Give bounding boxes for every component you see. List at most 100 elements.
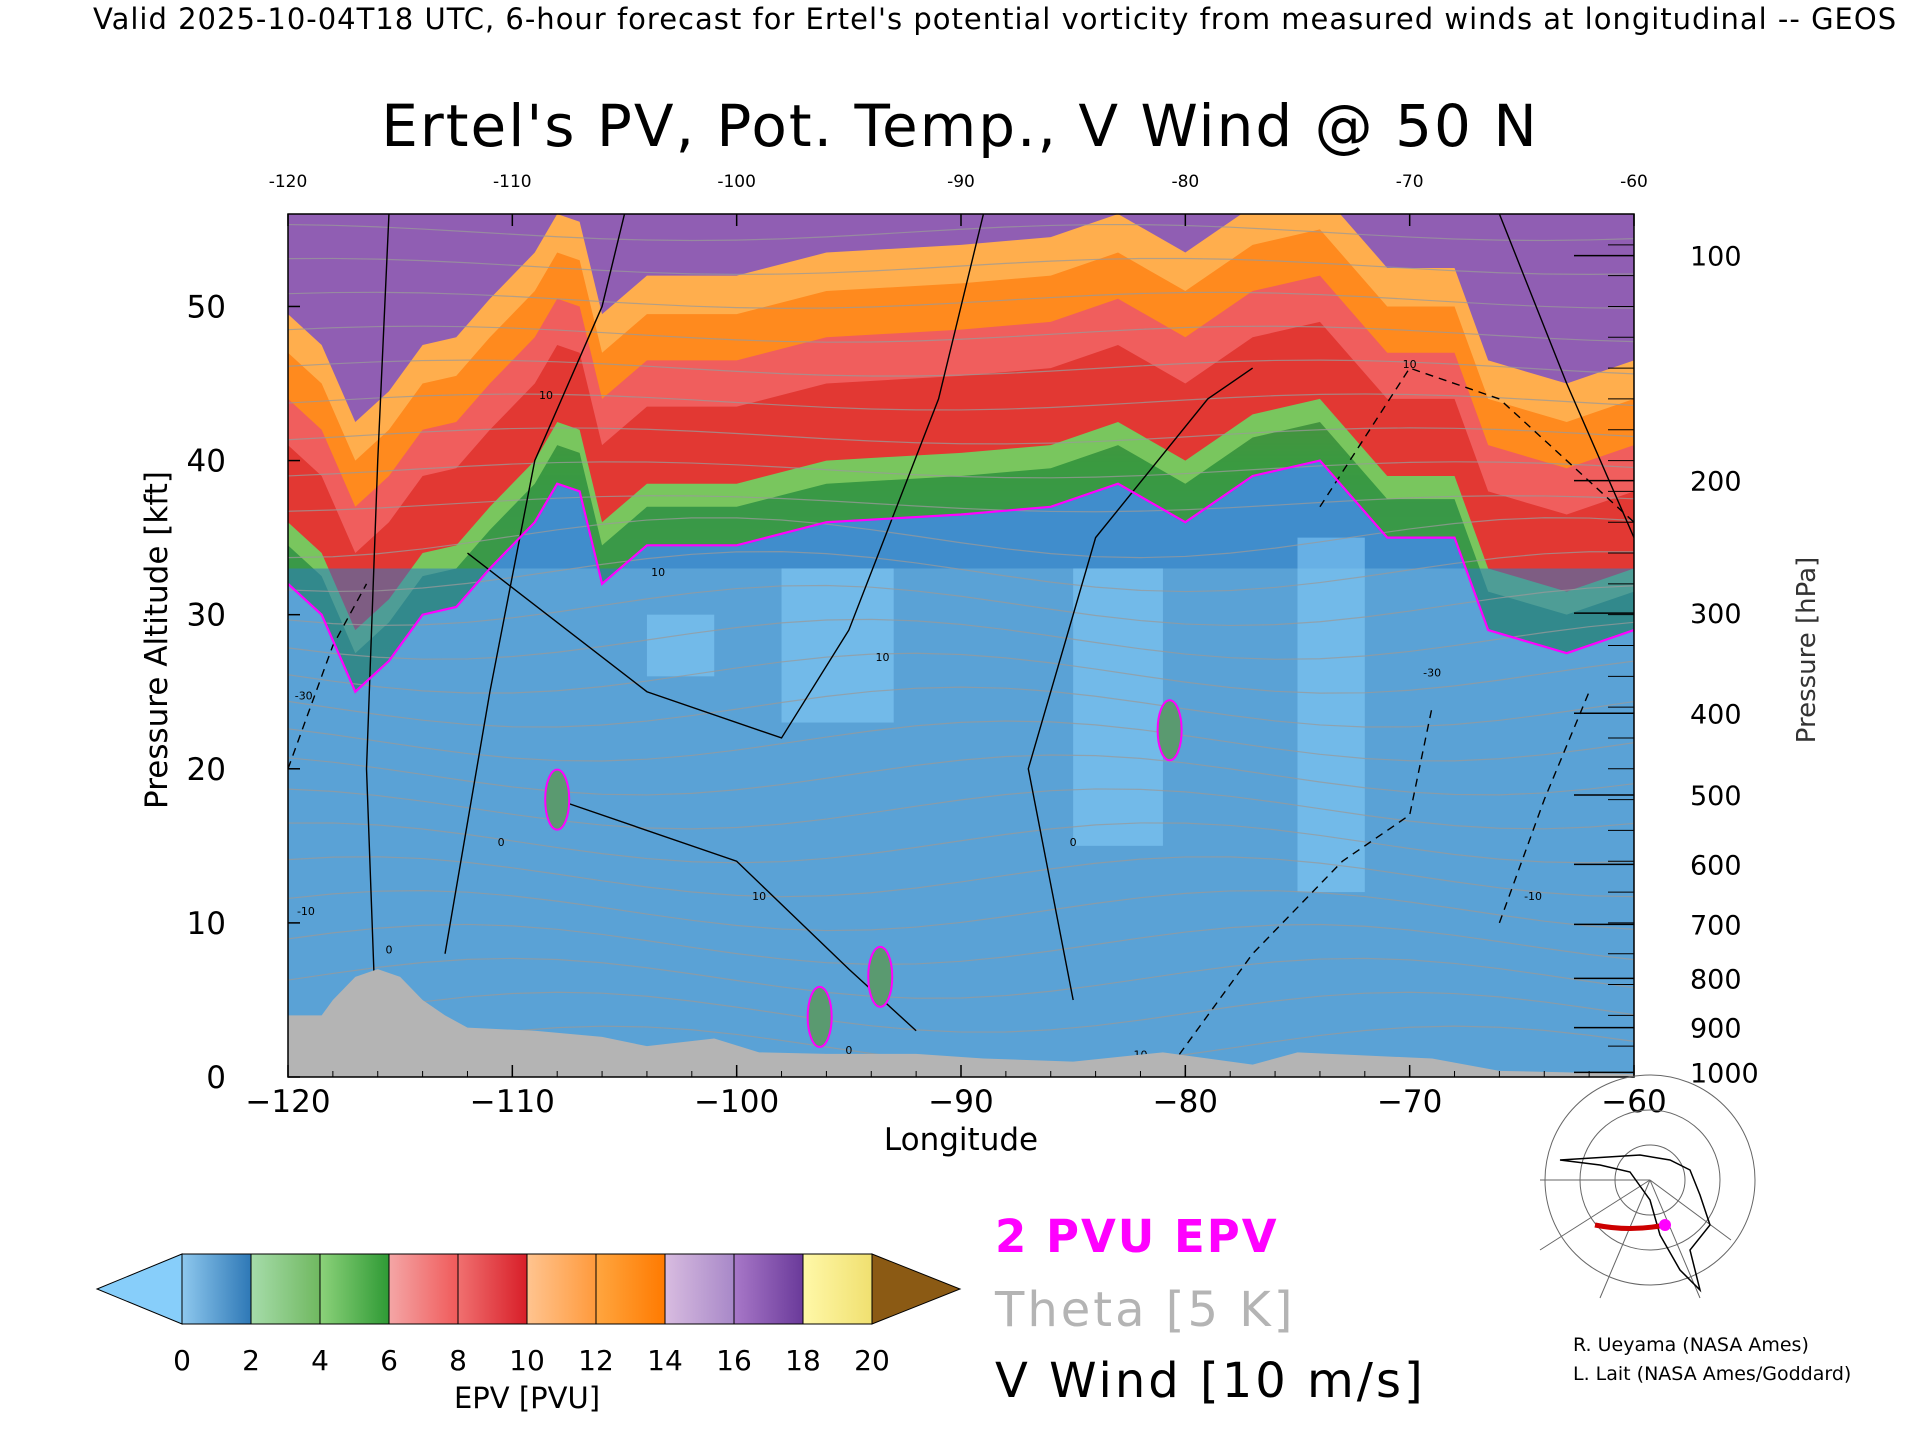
- colorbar-bin: [250, 1253, 321, 1325]
- v-wind-contour-label: 10: [752, 890, 766, 903]
- theta-contour: [288, 223, 1634, 242]
- theta-contour: [288, 686, 1634, 728]
- v-wind-contour-label: 0: [385, 944, 392, 957]
- colorbar-tick-label: 14: [647, 1344, 683, 1377]
- map-track-marker: [1659, 1219, 1671, 1231]
- theta-contour: [288, 957, 1634, 999]
- colorbar-tick-label: 12: [578, 1344, 614, 1377]
- x-tick-label: −120: [245, 1084, 330, 1120]
- x-tick-label: −60: [1601, 1084, 1666, 1120]
- theta-contour: [288, 788, 1634, 830]
- y-right-tick-label: 400: [1690, 699, 1742, 730]
- v-wind-contour-label: -10: [1524, 890, 1542, 903]
- x-tick-label: −70: [1377, 1084, 1442, 1120]
- v-wind-contour-label: 0: [845, 1044, 852, 1057]
- y-right-tick-label: 100: [1690, 242, 1742, 273]
- v-wind-contour-label: 10: [651, 566, 665, 579]
- theta-contour: [288, 720, 1634, 762]
- colorbar-bin: [733, 1253, 804, 1325]
- upper-troposphere-band: [288, 460, 1634, 692]
- v-wind-contour-label: 10: [1403, 358, 1417, 371]
- y-right-tick-label: 200: [1690, 467, 1742, 498]
- theta-contour: [288, 822, 1634, 864]
- map-meridian: [1649, 1179, 1701, 1299]
- y-right-tick-label: 1000: [1690, 1058, 1759, 1089]
- v-wind-contour-label: 0: [498, 836, 505, 849]
- colorbar-bin: [595, 1253, 666, 1325]
- theta-contour: [288, 584, 1634, 627]
- theta-contour: [288, 461, 1634, 479]
- theta-contour: [288, 618, 1634, 660]
- v-wind-contour-label: 10: [875, 651, 889, 664]
- x-tick-label: −100: [694, 1084, 779, 1120]
- y-tick-label: 30: [187, 598, 226, 634]
- colorbar-tick-label: 10: [509, 1344, 545, 1377]
- theta-contour: [288, 291, 1634, 309]
- y-right-tick-label: 800: [1690, 964, 1742, 995]
- pv-2pvu-blob: [1156, 699, 1183, 762]
- v-wind-contour-label: -30: [295, 689, 313, 702]
- v-wind-contour-label: -10: [297, 905, 315, 918]
- x-tick-label-top: -80: [1171, 172, 1199, 192]
- map-meridian: [1649, 1179, 1732, 1241]
- colorbar-bin: [457, 1253, 528, 1325]
- v-wind-contour: [1498, 214, 1634, 538]
- theta-contour: [288, 991, 1634, 1033]
- colorbar-bin: [802, 1253, 873, 1325]
- map-meridian: [1539, 1179, 1651, 1251]
- x-tick-label-top: -120: [269, 172, 308, 192]
- low-pv-patch: [1073, 568, 1163, 846]
- pv-2pvu-blob: [544, 768, 571, 831]
- x-tick-label-top: -90: [947, 172, 975, 192]
- v-wind-contour: [467, 214, 985, 739]
- y-right-tick-label: 900: [1690, 1014, 1742, 1045]
- colorbar-tick-label: 4: [311, 1344, 329, 1377]
- v-wind-contour-label: 10: [539, 389, 553, 402]
- colorbar-over-arrow: [871, 1253, 962, 1325]
- v-wind-contour: [365, 214, 390, 1077]
- credit-line-2: L. Lait (NASA Ames/Goddard): [1573, 1363, 1852, 1385]
- low-pv-patch: [781, 568, 894, 723]
- pv-2pvu-blob: [867, 945, 894, 1008]
- theta-contour: [288, 427, 1634, 445]
- colorbar-tick-label: 18: [785, 1344, 821, 1377]
- v-wind-contour: [444, 214, 626, 954]
- y-right-tick-label: 300: [1690, 599, 1742, 630]
- theta-contour: [288, 652, 1634, 694]
- x-axis-label: Longitude: [884, 1122, 1038, 1158]
- credit-line-1: R. Ueyama (NASA Ames): [1573, 1334, 1809, 1356]
- theta-contour: [288, 325, 1634, 343]
- x-tick-label-top: -110: [493, 172, 532, 192]
- theta-contour: [288, 257, 1634, 276]
- theta-contour: [288, 359, 1634, 377]
- map-meridian: [1599, 1179, 1651, 1299]
- colorbar-bin: [526, 1253, 597, 1325]
- x-tick-label-top: -100: [717, 172, 756, 192]
- legend-2pvu: 2 PVU EPV: [995, 1210, 1279, 1263]
- epv-colorbar: 0 2 4 6 8 10 12 14 16 18 20: [95, 1253, 962, 1377]
- y-right-tick-label: 600: [1690, 850, 1742, 881]
- legend-theta: Theta [5 K]: [995, 1282, 1296, 1338]
- colorbar-bin: [664, 1253, 735, 1325]
- x-tick-label-top: -60: [1620, 172, 1648, 192]
- y-axis-right-label: Pressure [hPa]: [1792, 557, 1822, 744]
- theta-contour: [288, 393, 1634, 411]
- colorbar-tick-label: 0: [173, 1344, 191, 1377]
- theta-contour: [288, 856, 1634, 898]
- v-wind-contour: [1162, 707, 1433, 1077]
- v-wind-contour: [1498, 691, 1590, 924]
- theta-contour: [288, 889, 1634, 932]
- colorbar-tick-label: 2: [242, 1344, 260, 1377]
- y-tick-label: 10: [187, 906, 226, 942]
- y-tick-label: 0: [206, 1060, 226, 1096]
- v-wind-contour: [1027, 367, 1254, 1001]
- terrain-mask: [288, 969, 1634, 1077]
- low-pv-patch: [646, 614, 715, 677]
- x-tick-label: −90: [928, 1084, 993, 1120]
- v-wind-contour: [288, 583, 368, 770]
- globe-map-icon: [1537, 1074, 1756, 1299]
- legend-vwind: V Wind [10 m/s]: [995, 1353, 1426, 1409]
- colorbar-label: EPV [PVU]: [454, 1381, 600, 1415]
- tropopause-2pvu-contour: [288, 459, 1634, 694]
